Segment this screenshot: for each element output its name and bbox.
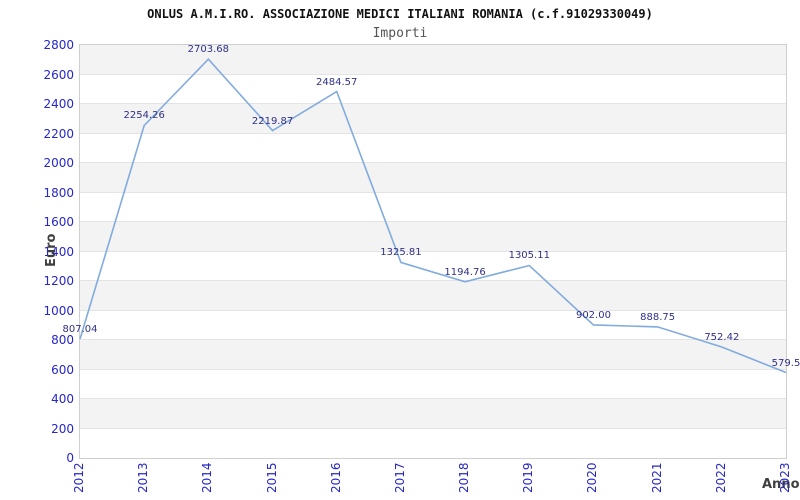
- x-tick-label: 2019: [521, 462, 536, 493]
- x-tick-label: 2016: [328, 462, 343, 493]
- x-tick-label: 2020: [585, 462, 600, 493]
- data-point-label: 1305.11: [508, 250, 550, 262]
- data-point-label: 2254.26: [123, 110, 165, 122]
- y-tick-label: 1600: [43, 215, 74, 229]
- y-tick-label: 2200: [43, 126, 74, 141]
- y-tick-label: 1400: [43, 244, 74, 259]
- data-point-label: 579.5: [771, 357, 800, 369]
- x-tick-label: 2014: [200, 462, 215, 493]
- x-tick-label: 2021: [649, 462, 664, 493]
- data-point-label: 2484.57: [316, 76, 358, 88]
- x-tick-label: 2017: [392, 462, 407, 493]
- grid-band: [80, 369, 786, 399]
- grid-band: [80, 133, 786, 163]
- y-tick-label: 400: [51, 392, 74, 406]
- x-tick-label: 2012: [72, 462, 86, 493]
- y-tick-label: 1800: [43, 185, 74, 200]
- grid-band: [80, 163, 786, 193]
- y-tick-label: 0: [66, 451, 74, 465]
- grid-band: [80, 222, 786, 252]
- grid-band: [80, 281, 786, 311]
- grid-band: [80, 74, 786, 104]
- plot-area: [79, 44, 787, 459]
- y-tick-label: 2400: [43, 97, 74, 111]
- data-point-label: 2219.87: [251, 115, 294, 127]
- y-tick-label: 1200: [43, 274, 74, 288]
- grid-band: [80, 340, 786, 370]
- grid-band: [80, 45, 786, 75]
- data-point-label: 902.00: [575, 309, 611, 321]
- chart-title: ONLUS A.M.I.RO. ASSOCIAZIONE MEDICI ITAL…: [147, 7, 653, 21]
- grid-band: [80, 192, 786, 222]
- y-tick-label: 2000: [43, 156, 74, 170]
- x-tick-label: 2018: [457, 462, 472, 493]
- y-tick-label: 600: [51, 362, 74, 377]
- y-axis-title: Euro: [44, 233, 59, 267]
- y-tick-label: 1000: [43, 303, 74, 318]
- x-tick-label: 2023: [778, 462, 792, 493]
- data-point-label: 1325.81: [380, 247, 422, 259]
- grid-band: [80, 399, 786, 429]
- grid-band: [80, 428, 786, 458]
- y-tick-label: 200: [51, 421, 74, 436]
- data-point-label: 2703.68: [187, 44, 230, 56]
- x-tick-label: 2022: [713, 462, 728, 493]
- chart-subtitle: Importi: [372, 26, 428, 41]
- data-point-label: 888.75: [640, 311, 676, 323]
- data-point-label: 1194.76: [444, 266, 486, 278]
- data-point-label: 807.04: [62, 323, 98, 335]
- y-tick-label: 800: [51, 333, 74, 347]
- grid-band: [80, 104, 786, 134]
- y-tick-label: 2600: [43, 67, 74, 82]
- x-axis-title: Anno: [762, 477, 800, 492]
- grid-band: [80, 310, 786, 340]
- grid-band: [80, 251, 786, 281]
- x-tick-label: 2013: [136, 462, 151, 493]
- y-tick-label: 2800: [43, 38, 74, 52]
- x-tick-label: 2015: [264, 462, 279, 493]
- data-point-label: 752.42: [704, 332, 740, 344]
